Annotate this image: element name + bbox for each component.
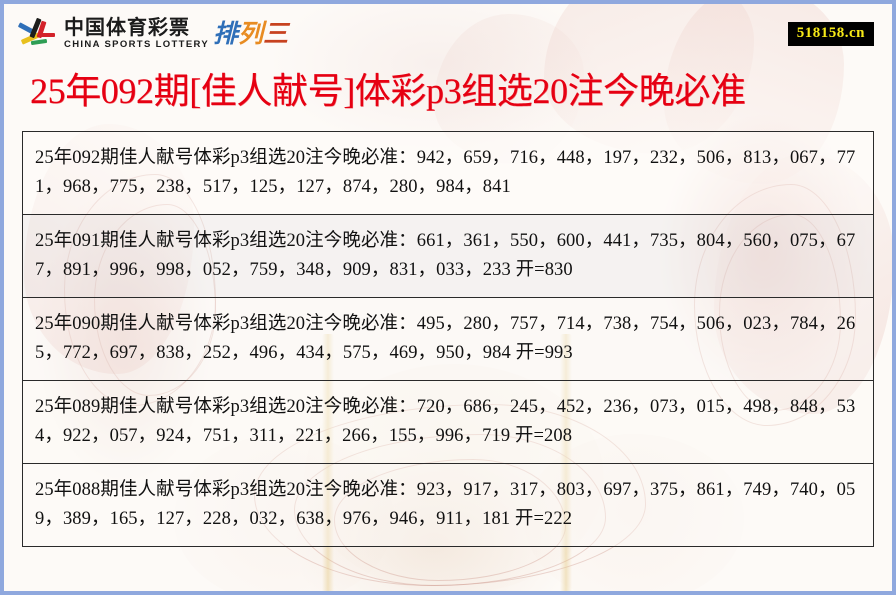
table-row[interactable]: 25年088期佳人献号体彩p3组选20注今晚必准：923，917，317，803…: [23, 464, 873, 546]
series-wordmark-pailiesan: 排 列 三: [213, 14, 288, 52]
table-row[interactable]: 25年091期佳人献号体彩p3组选20注今晚必准：661，361，550，600…: [23, 215, 873, 298]
logo-english-name: CHINA SPORTS LOTTERY: [64, 38, 210, 50]
olympic-ribbon-icon: [17, 15, 58, 51]
result-row-text: 25年092期佳人献号体彩p3组选20注今晚必准：942，659，716，448…: [35, 148, 856, 197]
table-row[interactable]: 25年092期佳人献号体彩p3组选20注今晚必准：942，659，716，448…: [23, 132, 873, 215]
background-artwork: [4, 4, 892, 591]
series-char-3: 三: [263, 18, 289, 48]
series-char-1: 排: [213, 18, 239, 48]
series-char-2: 列: [238, 18, 264, 48]
logo-wordmark: 中国体育彩票 CHINA SPORTS LOTTERY: [64, 17, 209, 50]
table-row[interactable]: 25年089期佳人献号体彩p3组选20注今晚必准：720，686，245，452…: [23, 381, 873, 464]
table-row[interactable]: 25年090期佳人献号体彩p3组选20注今晚必准：495，280，757，714…: [23, 298, 873, 381]
site-url-badge[interactable]: 518158.cn: [787, 22, 874, 46]
result-row-text: 25年090期佳人献号体彩p3组选20注今晚必准：495，280，757，714…: [35, 314, 856, 363]
result-row-text: 25年091期佳人献号体彩p3组选20注今晚必准：661，361，550，600…: [35, 231, 856, 280]
results-table: 25年092期佳人献号体彩p3组选20注今晚必准：942，659，716，448…: [22, 131, 874, 547]
result-row-text: 25年088期佳人献号体彩p3组选20注今晚必准：923，917，317，803…: [35, 480, 856, 529]
page-title: 25年092期[佳人献号]体彩p3组选20注今晚必准: [30, 71, 746, 111]
site-header: 中国体育彩票 CHINA SPORTS LOTTERY 排 列 三 518158…: [4, 4, 892, 60]
result-row-text: 25年089期佳人献号体彩p3组选20注今晚必准：720，686，245，452…: [35, 397, 856, 446]
lottery-logo[interactable]: 中国体育彩票 CHINA SPORTS LOTTERY 排 列 三: [17, 12, 288, 54]
logo-chinese-name: 中国体育彩票: [64, 14, 190, 39]
